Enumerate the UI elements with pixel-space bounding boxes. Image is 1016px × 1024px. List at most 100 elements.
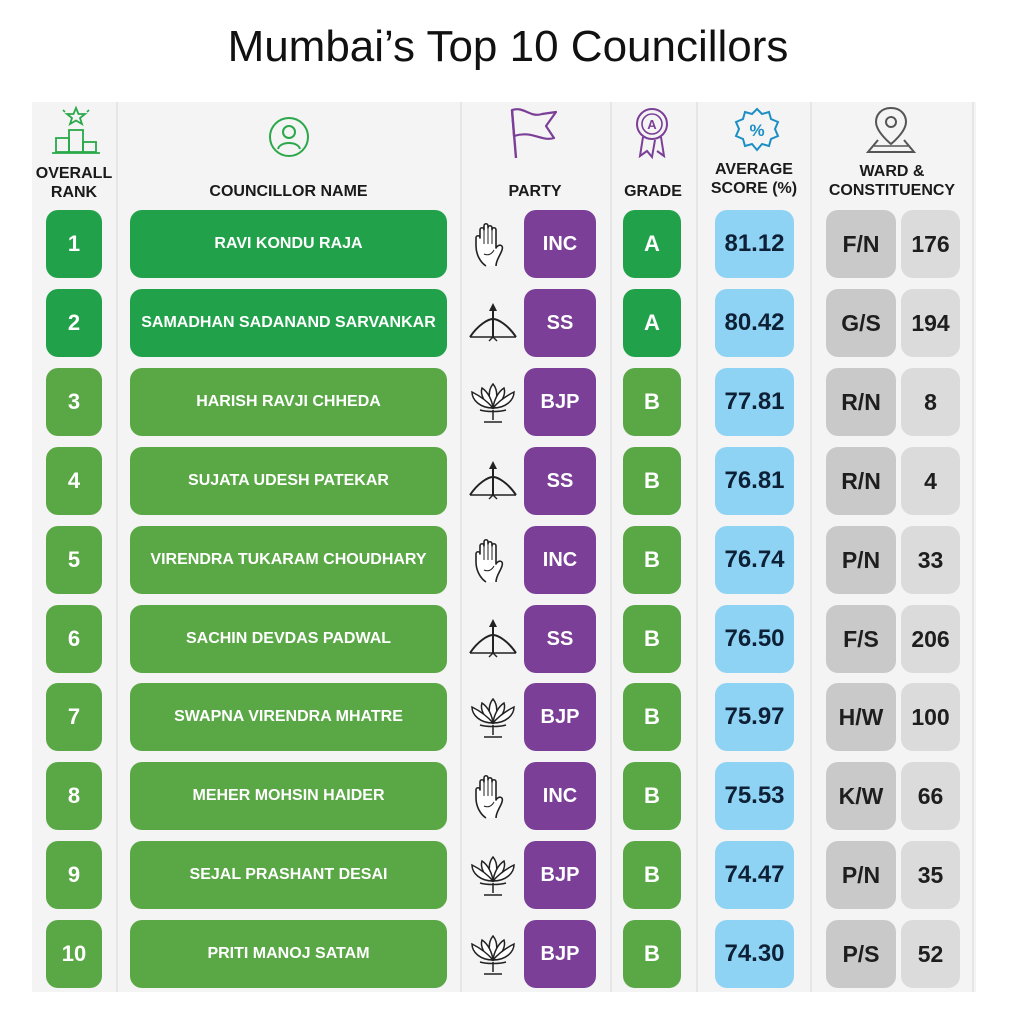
grade-cell: A <box>623 210 681 278</box>
constituency-number-cell: 35 <box>901 841 960 909</box>
ward-cell: P/N <box>826 841 896 909</box>
lotus-icon <box>466 928 520 982</box>
ward-cell: P/N <box>826 526 896 594</box>
average-score-cell: 76.74 <box>715 526 794 594</box>
hand-icon <box>466 770 520 824</box>
ward-cell: R/N <box>826 447 896 515</box>
rank-cell: 9 <box>46 841 102 909</box>
table-row: 4 SUJATA UDESH PATEKAR SS B 76.81 R/N 4 <box>0 447 1016 517</box>
party-badge: SS <box>524 289 596 357</box>
lotus-icon <box>466 691 520 745</box>
header-rank-line2: RANK <box>50 184 98 201</box>
party-badge: INC <box>524 526 596 594</box>
average-score-cell: 76.81 <box>715 447 794 515</box>
bow-arrow-icon <box>466 613 520 667</box>
column-divider <box>972 102 974 992</box>
bow-arrow-icon <box>466 297 520 351</box>
councillor-name-cell: SAMADHAN SADANAND SARVANKAR <box>130 289 447 357</box>
table-row: 3 HARISH RAVJI CHHEDA BJP B 77.81 R/N 8 <box>0 368 1016 438</box>
rank-cell: 3 <box>46 368 102 436</box>
ward-cell: P/S <box>826 920 896 988</box>
header-rank-line1: OVERALL <box>35 165 113 182</box>
lotus-icon <box>466 849 520 903</box>
column-divider <box>610 102 612 992</box>
table-row: 1 RAVI KONDU RAJA INC A 81.12 F/N 176 <box>0 210 1016 280</box>
rank-cell: 8 <box>46 762 102 830</box>
party-badge: SS <box>524 447 596 515</box>
hand-icon <box>466 534 520 588</box>
average-score-cell: 75.97 <box>715 683 794 751</box>
header-score-line2: SCORE (%) <box>710 180 798 197</box>
column-divider <box>460 102 462 992</box>
header-ward-line2: CONSTITUENCY <box>828 182 956 199</box>
ward-cell: H/W <box>826 683 896 751</box>
svg-text:A: A <box>647 117 657 132</box>
table-row: 10 PRITI MANOJ SATAM BJP B 74.30 P/S 52 <box>0 920 1016 990</box>
party-badge: INC <box>524 210 596 278</box>
table-row: 7 SWAPNA VIRENDRA MHATRE BJP B 75.97 H/W 100 <box>0 683 1016 753</box>
header-average-score: AVERAGE SCORE (%) <box>700 160 808 198</box>
grade-cell: B <box>623 526 681 594</box>
map-pin-icon <box>865 106 917 153</box>
party-badge: SS <box>524 605 596 673</box>
grade-cell: B <box>623 841 681 909</box>
rank-cell: 2 <box>46 289 102 357</box>
constituency-number-cell: 176 <box>901 210 960 278</box>
header-ward-constituency: WARD & CONSTITUENCY <box>812 162 972 200</box>
page-title: Mumbai’s Top 10 Councillors <box>227 22 789 71</box>
ward-cell: R/N <box>826 368 896 436</box>
constituency-number-cell: 4 <box>901 447 960 515</box>
ward-cell: F/N <box>826 210 896 278</box>
flag-icon <box>510 108 558 159</box>
councillor-name-cell: HARISH RAVJI CHHEDA <box>130 368 447 436</box>
grade-cell: B <box>623 762 681 830</box>
average-score-cell: 74.47 <box>715 841 794 909</box>
table-row: 2 SAMADHAN SADANAND SARVANKAR SS A 80.42 G/S… <box>0 289 1016 359</box>
councillor-name-cell: PRITI MANOJ SATAM <box>130 920 447 988</box>
councillor-name-cell: SWAPNA VIRENDRA MHATRE <box>130 683 447 751</box>
average-score-cell: 75.53 <box>715 762 794 830</box>
constituency-number-cell: 194 <box>901 289 960 357</box>
grade-cell: B <box>623 368 681 436</box>
party-badge: BJP <box>524 841 596 909</box>
table-row: 5 VIRENDRA TUKARAM CHOUDHARY INC B 76.74 P/N… <box>0 526 1016 596</box>
table-row: 6 SACHIN DEVDAS PADWAL SS B 76.50 F/S 206 <box>0 605 1016 675</box>
header-grade: GRADE <box>624 183 682 200</box>
constituency-number-cell: 33 <box>901 526 960 594</box>
grade-cell: B <box>623 605 681 673</box>
average-score-cell: 81.12 <box>715 210 794 278</box>
ward-cell: G/S <box>826 289 896 357</box>
rank-cell: 5 <box>46 526 102 594</box>
podium-star-icon <box>52 105 100 154</box>
header-score-line1: AVERAGE <box>715 161 793 178</box>
header-party: PARTY <box>508 183 562 200</box>
average-score-cell: 74.30 <box>715 920 794 988</box>
party-badge: BJP <box>524 920 596 988</box>
header-rank: OVERALL RANK <box>30 164 118 202</box>
ward-cell: K/W <box>826 762 896 830</box>
grade-cell: B <box>623 920 681 988</box>
councillor-name-cell: VIRENDRA TUKARAM CHOUDHARY <box>130 526 447 594</box>
average-score-cell: 77.81 <box>715 368 794 436</box>
grade-cell: A <box>623 289 681 357</box>
bow-arrow-icon <box>466 455 520 509</box>
badge-a-icon: A <box>636 108 668 160</box>
column-divider <box>696 102 698 992</box>
party-badge: BJP <box>524 368 596 436</box>
table-row: 9 SEJAL PRASHANT DESAI BJP B 74.47 P/N 35 <box>0 841 1016 911</box>
header-ward-line1: WARD & <box>859 163 925 180</box>
constituency-number-cell: 100 <box>901 683 960 751</box>
hand-icon <box>466 218 520 272</box>
councillor-name-cell: SEJAL PRASHANT DESAI <box>130 841 447 909</box>
average-score-cell: 80.42 <box>715 289 794 357</box>
councillor-name-cell: RAVI KONDU RAJA <box>130 210 447 278</box>
svg-text:%: % <box>749 121 764 140</box>
constituency-number-cell: 52 <box>901 920 960 988</box>
party-badge: INC <box>524 762 596 830</box>
grade-cell: B <box>623 683 681 751</box>
rank-cell: 7 <box>46 683 102 751</box>
column-divider <box>116 102 118 992</box>
table-row: 8 MEHER MOHSIN HAIDER INC B 75.53 K/W 66 <box>0 762 1016 832</box>
constituency-number-cell: 206 <box>901 605 960 673</box>
party-badge: BJP <box>524 683 596 751</box>
